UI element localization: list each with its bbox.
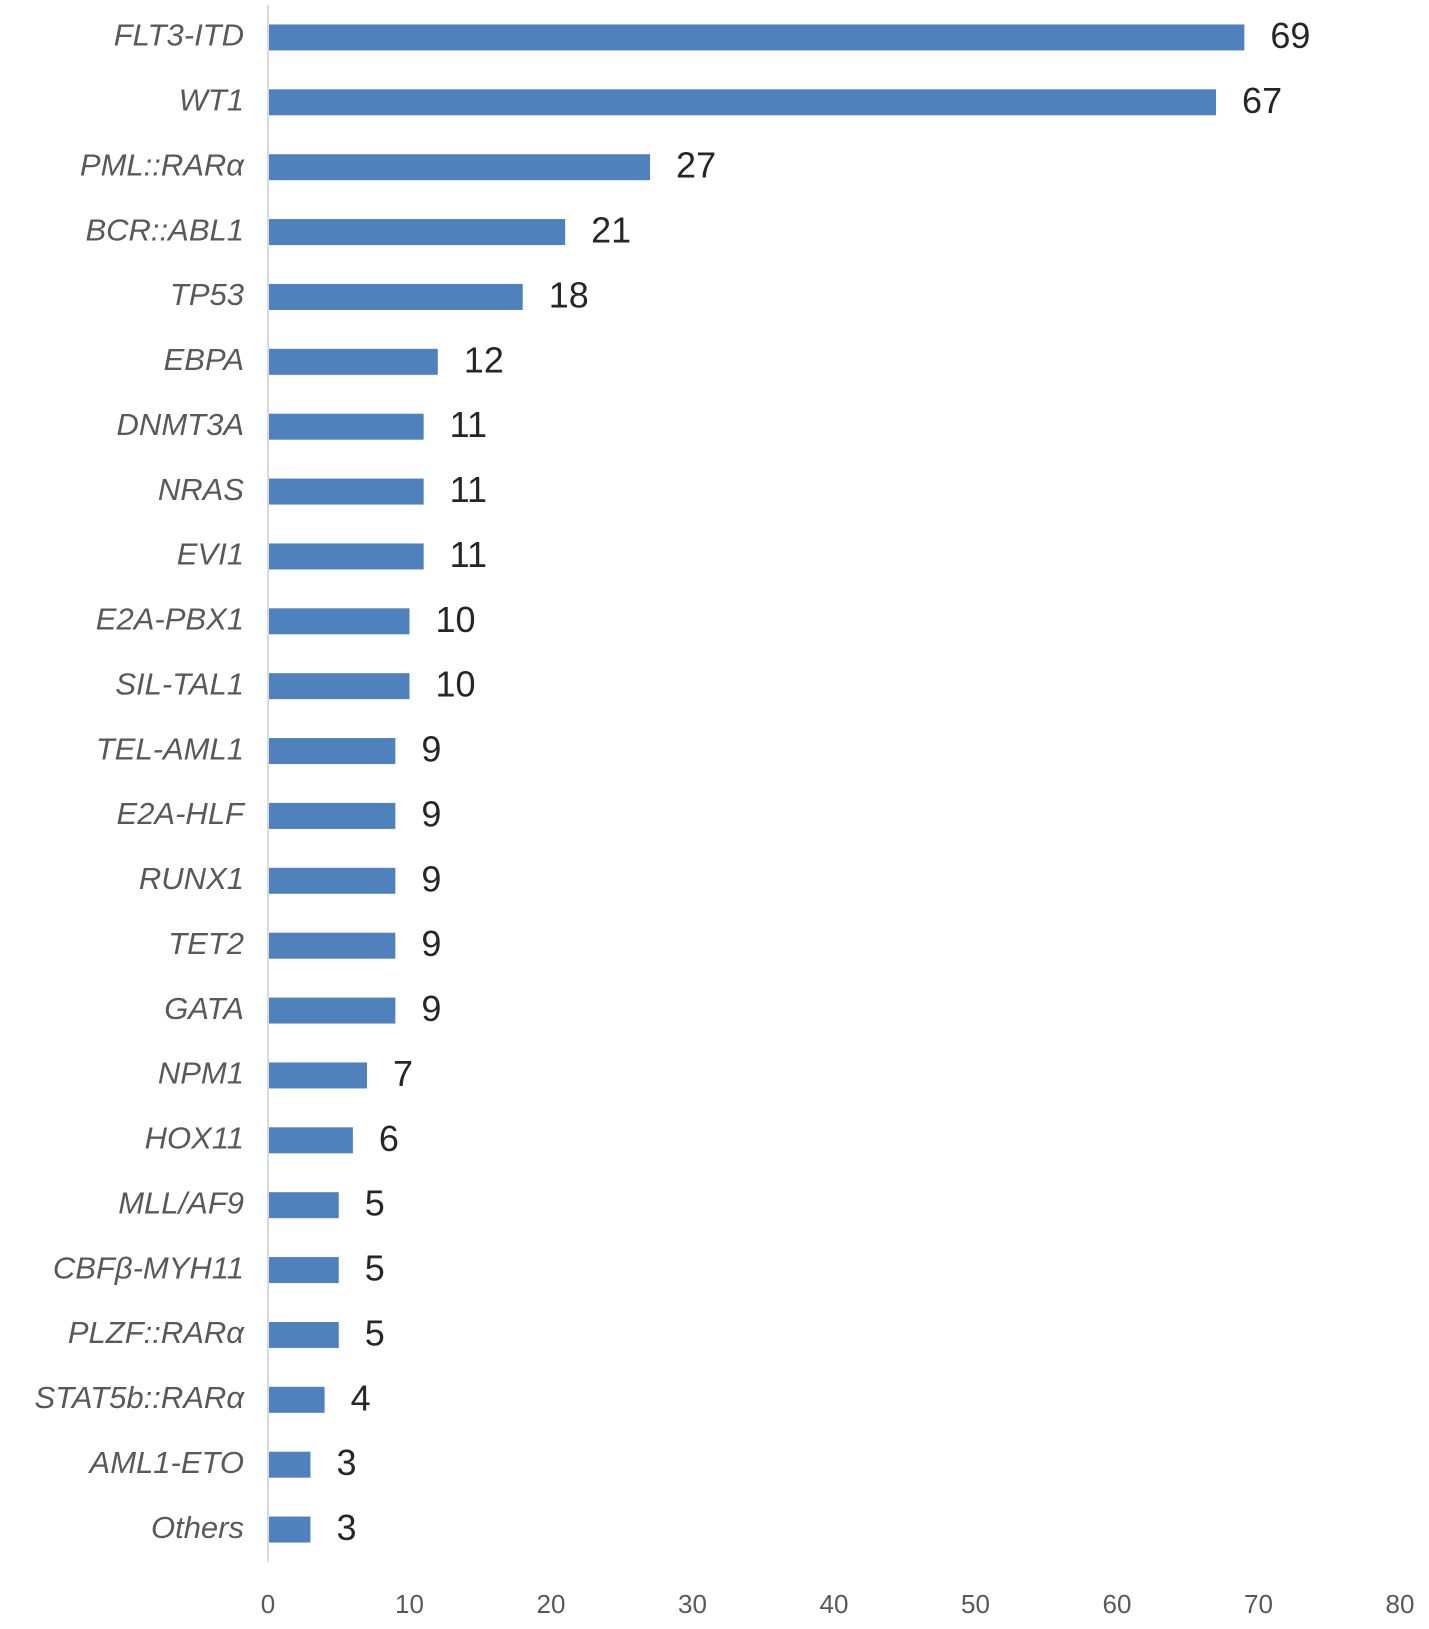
value-label: 3: [336, 1442, 356, 1483]
bar: [268, 1062, 368, 1089]
y-tick-label: SIL-TAL1: [115, 666, 244, 701]
bar: [268, 219, 566, 246]
x-tick-label: 30: [678, 1589, 707, 1619]
value-label: 6: [379, 1118, 399, 1159]
y-tick-label: EBPA: [164, 342, 244, 377]
value-label: 21: [591, 210, 631, 251]
y-tick-label: AML1-ETO: [88, 1445, 244, 1480]
y-tick-label: TET2: [168, 926, 244, 961]
x-tick-label: 70: [1244, 1589, 1273, 1619]
bar: [268, 997, 396, 1024]
value-label: 12: [464, 339, 504, 380]
y-tick-label: MLL/AF9: [118, 1185, 244, 1220]
y-tick-label: GATA: [164, 991, 244, 1026]
bar: [268, 673, 410, 700]
bar: [268, 478, 424, 505]
bar: [268, 89, 1217, 116]
bar: [268, 1321, 339, 1348]
bar: [268, 1516, 311, 1543]
bar: [268, 1257, 339, 1284]
bar: [268, 1127, 353, 1154]
bar: [268, 24, 1245, 51]
bar: [268, 348, 438, 375]
value-label: 11: [450, 404, 487, 445]
bar: [268, 154, 651, 181]
value-label: 5: [365, 1248, 385, 1289]
value-label: 11: [450, 534, 487, 575]
y-tick-label: TP53: [170, 277, 244, 312]
y-tick-label: E2A-HLF: [117, 796, 247, 831]
x-tick-label: 40: [820, 1589, 849, 1619]
bar: [268, 802, 396, 829]
y-tick-label: PML::RARα: [80, 147, 245, 182]
bar: [268, 738, 396, 765]
y-tick-label: Others: [151, 1510, 244, 1545]
bar: [268, 1192, 339, 1219]
value-label: 27: [676, 145, 716, 186]
y-tick-label: E2A-PBX1: [96, 602, 244, 637]
value-label: 9: [421, 858, 441, 899]
value-label: 67: [1242, 80, 1282, 121]
y-tick-label: EVI1: [177, 537, 244, 572]
x-tick-label: 20: [537, 1589, 566, 1619]
bar: [268, 543, 424, 570]
y-tick-label: DNMT3A: [117, 407, 244, 442]
y-tick-label: NRAS: [158, 472, 244, 507]
x-tick-label: 50: [961, 1589, 990, 1619]
bar: [268, 413, 424, 440]
x-tick-label: 60: [1103, 1589, 1132, 1619]
value-label: 10: [436, 664, 476, 705]
bar: [268, 932, 396, 959]
bar: [268, 1451, 311, 1478]
y-tick-label: WT1: [179, 83, 244, 118]
y-tick-label: FLT3-ITD: [114, 18, 244, 53]
value-label: 4: [351, 1377, 371, 1418]
y-tick-label: CBFβ-MYH11: [53, 1250, 244, 1285]
x-tick-label: 80: [1386, 1589, 1415, 1619]
value-label: 9: [421, 923, 441, 964]
value-label: 10: [436, 599, 476, 640]
value-label: 9: [421, 793, 441, 834]
y-tick-label: PLZF::RARα: [68, 1315, 245, 1350]
y-tick-label: BCR::ABL1: [85, 212, 244, 247]
value-label: 3: [336, 1507, 356, 1548]
y-tick-label: NPM1: [158, 1056, 244, 1091]
value-label: 5: [365, 1312, 385, 1353]
y-tick-label: STAT5b::RARα: [35, 1380, 246, 1415]
value-label: 9: [421, 729, 441, 770]
x-tick-label: 10: [395, 1589, 424, 1619]
bar: [268, 1386, 325, 1413]
x-tick-label: 0: [261, 1589, 275, 1619]
bar: [268, 283, 523, 310]
value-label: 69: [1270, 15, 1310, 56]
value-label: 9: [421, 988, 441, 1029]
y-tick-label: RUNX1: [139, 861, 244, 896]
value-label: 7: [393, 1053, 413, 1094]
y-tick-label: HOX11: [145, 1121, 244, 1156]
bar: [268, 608, 410, 635]
bar: [268, 867, 396, 894]
y-tick-label: TEL-AML1: [96, 731, 244, 766]
value-label: 5: [365, 1183, 385, 1224]
value-label: 18: [549, 274, 589, 315]
value-label: 11: [450, 469, 487, 510]
